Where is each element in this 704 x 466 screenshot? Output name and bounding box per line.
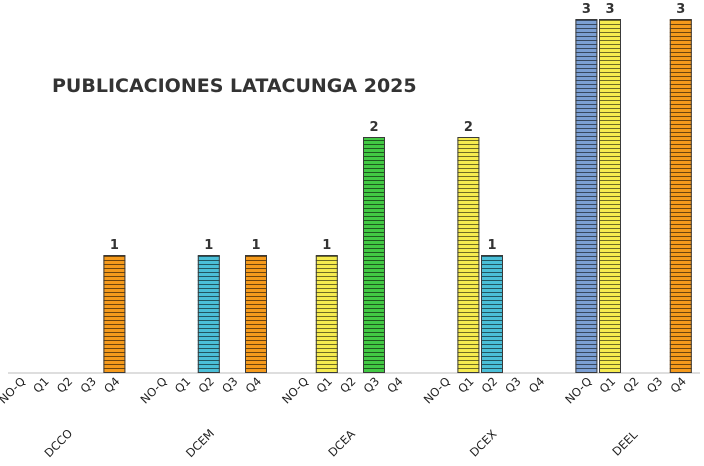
x-tick-label: Q2 — [195, 374, 216, 395]
bar-value-label: 1 — [204, 238, 213, 253]
x-tick-label: Q3 — [361, 374, 382, 395]
value-labels: 1 1 1 12 213 3 3 — [110, 2, 685, 253]
bar-dcco-q4 — [103, 255, 126, 373]
x-tick-label: Q2 — [54, 374, 75, 395]
group-label-dcco: DCCO — [41, 426, 75, 460]
bar-dcem-q2 — [197, 255, 220, 373]
bar-dcea-q1 — [315, 255, 338, 373]
bar-value-label: 3 — [582, 2, 591, 17]
x-tick-label: Q3 — [219, 374, 240, 395]
bar-value-label: 1 — [110, 238, 119, 253]
x-tick-label: Q4 — [243, 374, 264, 395]
bar-dcea-q3 — [363, 137, 385, 373]
x-tick-label: Q1 — [313, 374, 334, 395]
x-tick-label: Q4 — [667, 374, 688, 395]
x-tick-label: Q4 — [101, 374, 122, 395]
bar-value-label: 3 — [605, 2, 614, 17]
x-tick-label: Q1 — [597, 374, 618, 395]
x-tick-label: Q2 — [479, 374, 500, 395]
x-tick-label: Q3 — [77, 374, 98, 395]
bar-value-label: 2 — [464, 120, 473, 135]
bar-deel-q1 — [599, 19, 621, 373]
x-tick-labels: NO-Q Q1 Q2 Q3 Q4 NO-Q Q1 Q2 Q3 Q4 NO-Q Q1 Q2 Q3 Q4 NO-Q… — [0, 374, 689, 406]
bar-value-label: 1 — [251, 238, 260, 253]
group-label-deel: DEEL — [609, 427, 640, 458]
x-tick-label: Q3 — [644, 374, 665, 395]
bar-value-label: 3 — [676, 2, 685, 17]
bar-deel-no-q — [575, 19, 598, 373]
x-tick-label: NO-Q — [421, 374, 453, 406]
x-tick-label: NO-Q — [137, 374, 169, 406]
x-tick-label: Q1 — [172, 374, 193, 395]
bar-dcex-q2 — [481, 255, 503, 373]
bar-dcex-q1 — [457, 137, 480, 373]
x-tick-label: Q3 — [502, 374, 523, 395]
group-label-dcea: DCEA — [325, 427, 358, 460]
group-label-dcex: DCEX — [467, 427, 500, 460]
x-tick-label: NO-Q — [279, 374, 311, 406]
bar-value-label: 1 — [322, 238, 331, 253]
chart-title: PUBLICACIONES LATACUNGA 2025 — [52, 75, 417, 97]
x-tick-label: Q1 — [455, 374, 476, 395]
x-tick-label: Q2 — [620, 374, 641, 395]
x-tick-label: Q1 — [30, 374, 51, 395]
x-tick-label: NO-Q — [562, 374, 594, 406]
x-tick-label: Q2 — [337, 374, 358, 395]
bars — [103, 19, 692, 373]
x-tick-label: NO-Q — [0, 374, 28, 406]
bar-value-label: 1 — [487, 238, 496, 253]
group-labels: DCCO DCEM DCEA DCEX DEEL — [41, 426, 640, 460]
group-label-dcem: DCEM — [183, 426, 217, 460]
bar-deel-q4 — [669, 19, 692, 373]
x-tick-label: Q4 — [384, 374, 405, 395]
bar-value-label: 2 — [369, 120, 378, 135]
bar-dcem-q4 — [245, 255, 267, 373]
x-tick-label: Q4 — [526, 374, 547, 395]
